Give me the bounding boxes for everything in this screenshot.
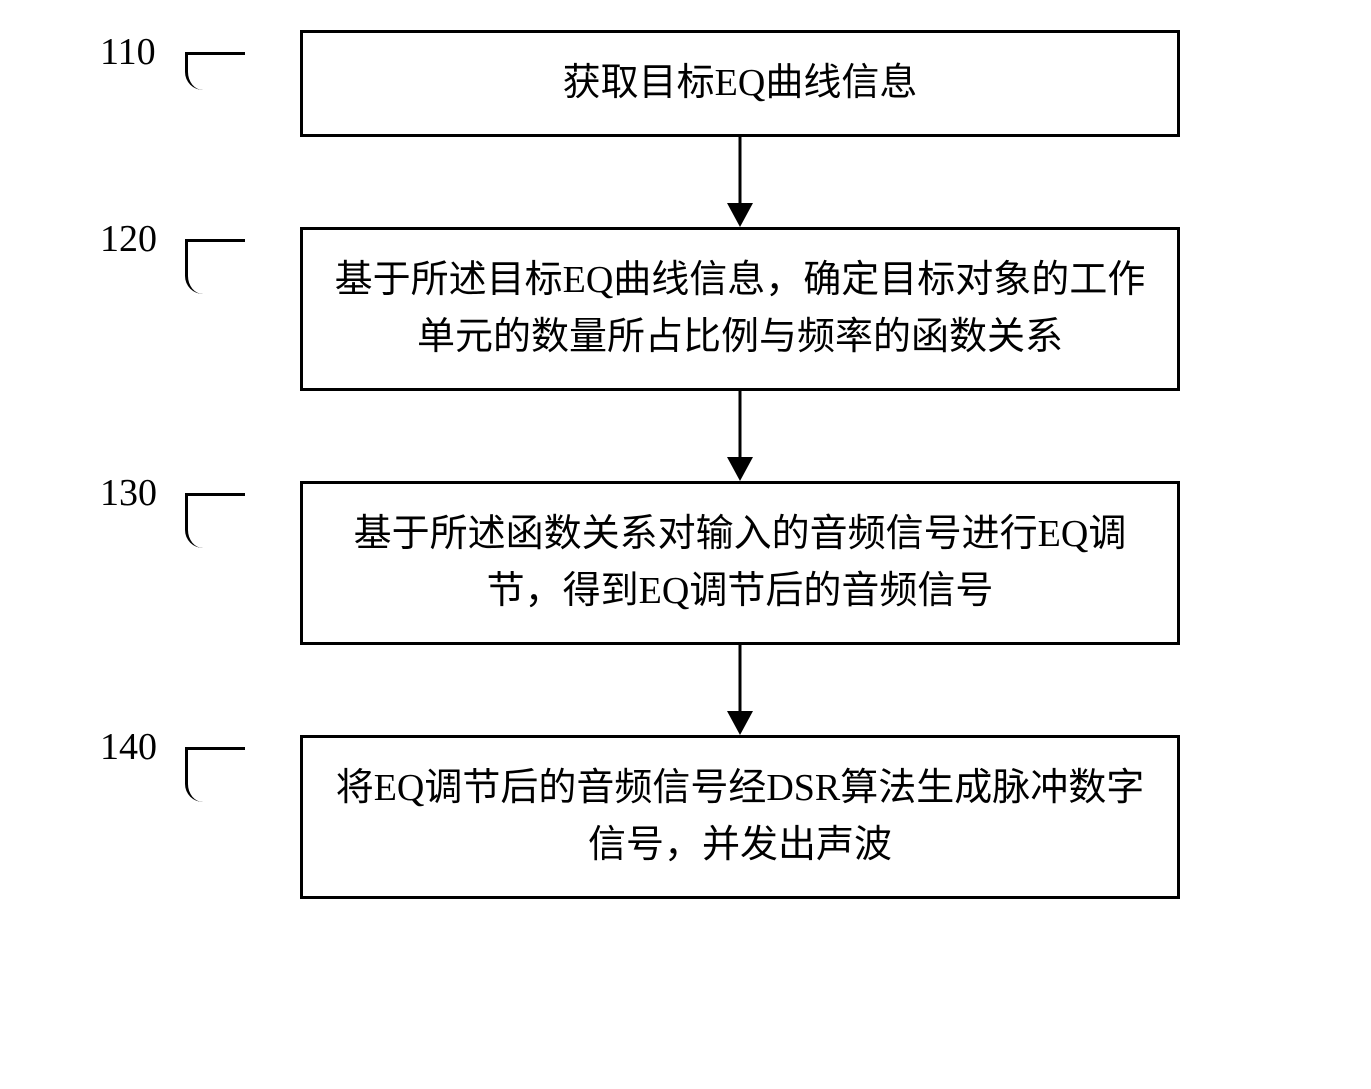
flowchart-arrow	[300, 137, 1180, 227]
flowchart-step: 130 基于所述函数关系对输入的音频信号进行EQ调节，得到EQ调节后的音频信号	[180, 481, 1230, 645]
step-connector	[185, 493, 245, 548]
arrow-head-icon	[727, 711, 753, 735]
flowchart-arrow	[300, 645, 1180, 735]
flowchart-step: 120 基于所述目标EQ曲线信息，确定目标对象的工作单元的数量所占比例与频率的函…	[180, 227, 1230, 391]
step-label: 140	[100, 725, 157, 769]
step-box: 获取目标EQ曲线信息	[300, 30, 1180, 137]
arrow-head-icon	[727, 457, 753, 481]
step-label: 110	[100, 30, 156, 74]
step-label: 130	[100, 471, 157, 515]
step-box: 基于所述目标EQ曲线信息，确定目标对象的工作单元的数量所占比例与频率的函数关系	[300, 227, 1180, 391]
arrow-head-icon	[727, 203, 753, 227]
flowchart-container: 110 获取目标EQ曲线信息 120 基于所述目标EQ曲线信息，确定目标对象的工…	[180, 30, 1230, 899]
arrow-line	[739, 391, 742, 461]
step-box: 基于所述函数关系对输入的音频信号进行EQ调节，得到EQ调节后的音频信号	[300, 481, 1180, 645]
step-box: 将EQ调节后的音频信号经DSR算法生成脉冲数字信号，并发出声波	[300, 735, 1180, 899]
flowchart-step: 140 将EQ调节后的音频信号经DSR算法生成脉冲数字信号，并发出声波	[180, 735, 1230, 899]
step-connector	[185, 52, 245, 90]
arrow-line	[739, 137, 742, 207]
step-connector	[185, 239, 245, 294]
step-label: 120	[100, 217, 157, 261]
flowchart-step: 110 获取目标EQ曲线信息	[180, 30, 1230, 137]
arrow-line	[739, 645, 742, 715]
flowchart-arrow	[300, 391, 1180, 481]
step-connector	[185, 747, 245, 802]
